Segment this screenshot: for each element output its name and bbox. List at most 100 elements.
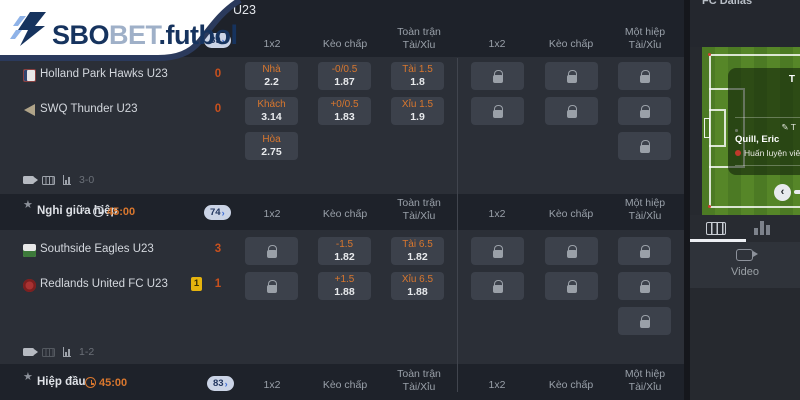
pitch-boundary [709,54,800,208]
market-count: 89 [210,35,221,46]
team-crest-redlands-united [23,279,36,292]
home-team-name: Southside Eagles U23 [40,243,154,255]
firsthalf-label: Một hiệp [624,26,666,38]
panel-header: FC Dallas [690,0,800,47]
ou-label: Tài/Xỉu [628,381,662,393]
video-icon[interactable] [23,176,38,184]
locked-odds-button[interactable] [245,272,298,300]
chevron-right-icon: › [221,207,225,218]
chevron-right-icon: › [224,378,228,389]
column-header-1x2: 1x2 [263,38,281,50]
tab-lineup-icon[interactable] [706,222,726,235]
lock-icon [566,280,577,293]
stats-icon[interactable] [63,175,71,185]
video-icon[interactable] [23,348,38,356]
odds-button-over[interactable]: Tài 6.5 1.82 [391,237,444,265]
odds-button-home-win[interactable]: Nhà 2.2 [245,62,298,90]
column-header-1x2: 1x2 [263,379,281,391]
odds-table: U23 89 › 1x2 Kèo chấp Toàn trận Tài/Xỉu … [0,0,684,400]
away-team-name: Redlands United FC U23 [40,278,168,290]
lineup-icon[interactable] [42,175,55,185]
odds-button-away-win[interactable]: Khách 3.14 [245,97,298,125]
column-header-handicap-2: Kèo chấp [548,208,594,220]
video-section[interactable]: Video [690,242,800,288]
tab-stats-icon[interactable] [754,220,772,235]
team-crest-swq-thunder [24,104,35,116]
column-header-1x2: 1x2 [263,208,281,220]
coach-role: Huấn luyện viên [744,148,800,158]
lock-icon [639,70,650,83]
locked-odds-button[interactable] [471,272,524,300]
odds-button-home-handicap[interactable]: -0/0.5 1.87 [318,62,371,90]
favorite-star-icon[interactable]: ★ [23,199,33,211]
corner-flag [708,53,711,56]
stats-icon[interactable] [63,347,71,357]
odds-label: Xỉu 1.5 [401,98,434,110]
odds-button-draw[interactable]: Hòa 2.75 [245,132,298,160]
home-team-name: Holland Park Hawks U23 [40,68,168,80]
locked-odds-button[interactable] [245,237,298,265]
video-label: Video [731,266,759,278]
odds-value: 1.88 [334,285,355,298]
lock-icon [566,245,577,258]
odds-label: +0/0.5 [330,98,359,110]
section-header-first-half: ★ Hiệp đầu 45:00 83 › 1x2 Kèo chấp Toàn … [0,364,684,400]
locked-odds-button[interactable] [545,237,598,265]
odds-button-away-handicap[interactable]: +0/0.5 1.83 [318,97,371,125]
odds-value: 2.2 [264,75,279,88]
match-detail-panel: FC Dallas T ✎ T Quill, Eric Huấn luyện v… [690,0,800,400]
odds-label: -0/0.5 [331,63,358,75]
market-count-badge[interactable]: 83 › [207,376,234,391]
locked-odds-button[interactable] [618,307,671,335]
locked-odds-button[interactable] [545,62,598,90]
clock-icon [93,206,104,217]
column-header-handicap-2: Kèo chấp [548,379,594,391]
lock-icon [566,70,577,83]
card-divider [735,165,800,166]
odds-button-under[interactable]: Xỉu 6.5 1.88 [391,272,444,300]
odds-label: Khách [257,98,286,110]
column-header-fulltime-ou: Toàn trận Tài/Xỉu [383,197,455,223]
card-divider [735,117,800,118]
panel-team-name: FC Dallas [702,0,753,7]
ou-label: Tài/Xỉu [628,39,662,51]
lightning-icon [10,12,46,46]
chevron-right-icon: › [221,35,225,46]
column-header-handicap: Kèo chấp [322,208,368,220]
section-title: Hiệp đầu [37,376,86,388]
column-header-fulltime-ou: Toàn trận Tài/Xỉu [383,26,455,52]
locked-odds-button[interactable] [545,97,598,125]
section-title: Nghỉ giữa hiệp [37,205,118,217]
lock-icon [639,140,650,153]
odds-button-away-handicap[interactable]: +1.5 1.88 [318,272,371,300]
lock-icon [639,315,650,328]
locked-odds-button[interactable] [471,237,524,265]
lock-icon [639,280,650,293]
odds-button-home-handicap[interactable]: -1.5 1.82 [318,237,371,265]
locked-odds-button[interactable] [618,237,671,265]
firsthalf-label: Một hiệp [624,197,666,209]
locked-odds-button[interactable] [545,272,598,300]
market-count-badge[interactable]: 74 › [204,205,231,220]
locked-odds-button[interactable] [471,62,524,90]
odds-label: -1.5 [335,238,354,250]
goal [704,118,710,138]
locked-odds-button[interactable] [618,272,671,300]
locked-odds-button[interactable] [618,62,671,90]
brand-sbo: SBO [52,20,109,50]
column-header-handicap-2: Kèo chấp [548,38,594,50]
odds-button-under[interactable]: Xỉu 1.5 1.9 [391,97,444,125]
locked-odds-button[interactable] [618,97,671,125]
favorite-star-icon[interactable]: ★ [23,371,33,383]
locked-odds-button[interactable] [618,132,671,160]
odds-button-over[interactable]: Tài 1.5 1.8 [391,62,444,90]
odds-label: Hòa [262,133,281,145]
logo-plate-shape: SBOBET.futbol [0,0,242,61]
locked-odds-button[interactable] [471,97,524,125]
carousel-prev-button[interactable]: ‹ [774,184,791,201]
odds-value: 1.88 [407,285,428,298]
odds-label: +1.5 [334,273,355,285]
market-count-badge[interactable]: 89 › [204,33,231,48]
column-header-1x2-2: 1x2 [488,208,506,220]
